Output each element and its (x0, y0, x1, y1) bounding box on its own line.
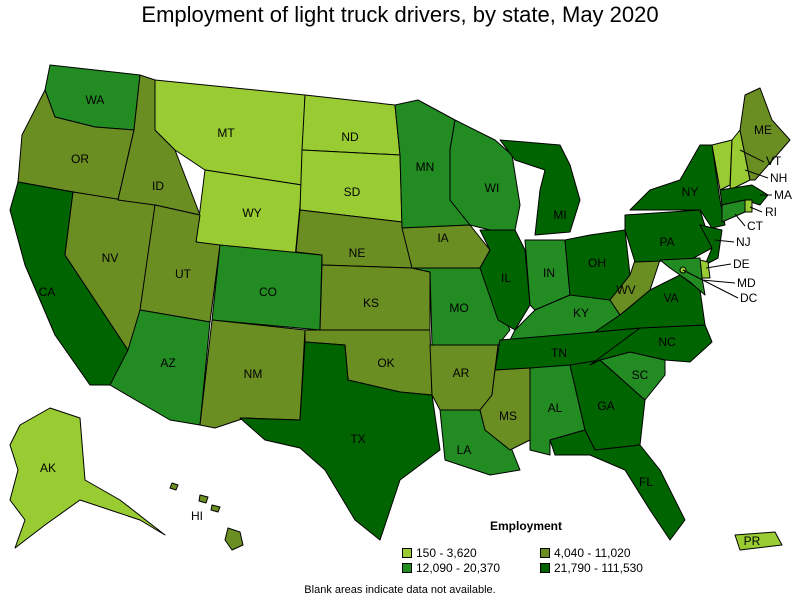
label-co: CO (259, 285, 277, 299)
label-de: DE (733, 257, 750, 271)
label-ms: MS (499, 409, 517, 423)
label-me: ME (754, 123, 772, 137)
legend-label-bin-1: 150 - 3,620 (416, 546, 477, 560)
label-ga: GA (597, 399, 614, 413)
label-nv: NV (102, 251, 119, 265)
footnote: Blank areas indicate data not available. (304, 584, 496, 596)
legend-label-bin-4: 21,790 - 111,530 (554, 561, 643, 575)
legend-swatch-bin-2 (540, 548, 550, 558)
label-ar: AR (453, 366, 470, 380)
state-ny[interactable] (629, 144, 726, 229)
state-mi[interactable] (499, 139, 581, 236)
label-vt: VT (766, 154, 782, 168)
legend-label-bin-3: 12,090 - 20,370 (416, 561, 501, 575)
label-nd: ND (341, 130, 359, 144)
legend-swatch-bin-3 (402, 563, 412, 573)
label-wa: WA (86, 93, 105, 107)
legend-item-bin-3: 12,090 - 20,370 (402, 561, 500, 575)
label-mi: MI (553, 208, 566, 222)
label-ne: NE (349, 246, 366, 260)
state-md[interactable] (659, 257, 706, 296)
state-ks[interactable] (319, 264, 431, 331)
label-ny: NY (682, 185, 699, 199)
state-nd[interactable] (301, 94, 401, 156)
state-me[interactable] (739, 87, 791, 181)
label-md: MD (737, 276, 756, 290)
label-ma: MA (774, 188, 792, 202)
label-pr: PR (744, 534, 761, 548)
legend-item-bin-1: 150 - 3,620 (402, 546, 477, 560)
label-ia: IA (437, 231, 448, 245)
state-ak[interactable] (9, 407, 166, 549)
label-oh: OH (588, 256, 606, 270)
state-fl[interactable] (549, 429, 686, 541)
state-az[interactable] (109, 309, 211, 426)
legend-swatch-bin-4 (540, 563, 550, 573)
label-ky: KY (573, 306, 589, 320)
label-mo: MO (449, 301, 468, 315)
label-mn: MN (416, 160, 435, 174)
legend-label-bin-2: 4,040 - 11,020 (554, 546, 631, 560)
label-sd: SD (344, 185, 361, 199)
label-nm: NM (244, 367, 263, 381)
label-nc: NC (658, 335, 676, 349)
label-nh: NH (770, 171, 787, 185)
label-in: IN (543, 266, 555, 280)
label-pa: PA (659, 235, 674, 249)
label-fl: FL (639, 475, 653, 489)
label-dc: DC (740, 291, 758, 305)
legend-item-bin-2: 4,040 - 11,020 (540, 546, 631, 560)
state-nj[interactable] (699, 224, 723, 266)
state-tx[interactable] (239, 341, 441, 541)
label-tn: TN (551, 346, 567, 360)
label-hi: HI (191, 509, 203, 523)
map-title: Employment of light truck drivers, by st… (141, 2, 659, 27)
label-wv: WV (616, 283, 635, 297)
label-ut: UT (175, 267, 192, 281)
label-sc: SC (632, 368, 649, 382)
label-va: VA (663, 291, 678, 305)
label-il: IL (501, 271, 511, 285)
label-mt: MT (217, 126, 235, 140)
label-ct: CT (747, 219, 764, 233)
state-pr[interactable] (734, 531, 783, 551)
state-hi[interactable] (169, 482, 244, 551)
label-wi: WI (485, 181, 500, 195)
label-nj: NJ (736, 235, 751, 249)
label-id: ID (152, 179, 164, 193)
label-ri: RI (765, 205, 777, 219)
label-ca: CA (39, 285, 56, 299)
label-az: AZ (160, 356, 175, 370)
state-ri[interactable] (744, 199, 753, 213)
state-wi[interactable] (449, 119, 521, 231)
leader-lines (682, 149, 772, 299)
label-wy: WY (242, 206, 261, 220)
label-la: LA (457, 443, 472, 457)
label-ok: OK (377, 356, 394, 370)
legend-title: Employment (490, 519, 563, 533)
state-ct[interactable] (721, 199, 746, 223)
legend-item-bin-4: 21,790 - 111,530 (540, 561, 643, 575)
label-ak: AK (40, 461, 56, 475)
label-or: OR (71, 152, 89, 166)
label-al: AL (548, 401, 563, 415)
label-tx: TX (350, 432, 365, 446)
legend-swatch-bin-1 (402, 548, 412, 558)
label-ks: KS (363, 296, 379, 310)
